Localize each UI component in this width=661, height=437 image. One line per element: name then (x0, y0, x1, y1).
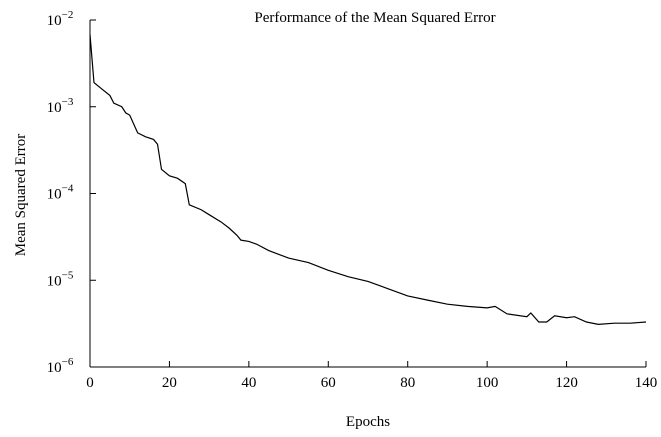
x-tick-label: 100 (476, 375, 499, 391)
y-tick-label: 10−6 (47, 356, 74, 376)
x-tick-label: 80 (400, 375, 415, 391)
x-tick-label: 60 (321, 375, 336, 391)
x-tick-label: 0 (86, 375, 94, 391)
y-axis-label: Mean Squared Error (13, 134, 29, 256)
y-tick-base: 10 (47, 187, 62, 203)
x-tick-label: 40 (241, 375, 256, 391)
y-tick-base: 10 (47, 273, 62, 289)
chart-title: Performance of the Mean Squared Error (254, 10, 495, 26)
y-tick-exponent: −4 (62, 183, 74, 195)
y-tick-label: 10−3 (47, 96, 74, 116)
y-tick-exponent: −5 (62, 269, 74, 281)
y-tick-base: 10 (47, 13, 62, 29)
x-tick-label: 20 (162, 375, 177, 391)
y-tick-label: 10−2 (47, 9, 74, 29)
line (89, 34, 647, 325)
y-tick-base: 10 (47, 360, 62, 376)
x-tick-label: 140 (635, 375, 658, 391)
y-tick-base: 10 (47, 100, 62, 116)
y-tick-exponent: −6 (62, 356, 74, 368)
y-tick-exponent: −2 (62, 9, 74, 21)
y-tick-label: 10−5 (47, 269, 74, 289)
y-tick-label: 10−4 (47, 183, 74, 203)
x-tick-label: 120 (555, 375, 578, 391)
x-axis-label: Epochs (346, 414, 390, 430)
y-tick-exponent: −3 (62, 96, 74, 108)
